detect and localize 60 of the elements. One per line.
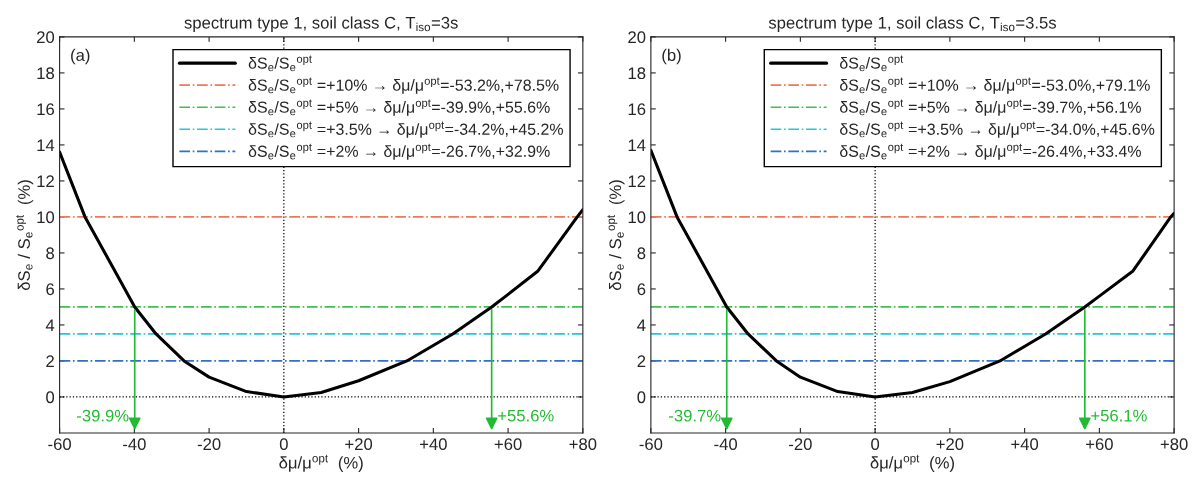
x-tick-label: -60 [639, 438, 663, 451]
y-tick-label: 10 [628, 211, 646, 224]
x-tick-label: -20 [789, 438, 812, 451]
y-tick-label: 20 [628, 31, 646, 44]
y-tick-label: 14 [37, 139, 55, 151]
legend-label: δS$_{e}$/S$_{e}$$^{opt}$ =+5% → δμ/μ$^{opt}$=-39.9%,+55.6% [248, 99, 550, 116]
y-tick-label: 14 [628, 139, 646, 151]
legend-label: δS$_{e}$/S$_{e}$$^{opt}$ =+3.5% → δμ/μ$^{opt}$=-34.2%,+45.2% [248, 121, 564, 138]
y-tick-label: 20 [37, 31, 55, 44]
x-axis-title: δμ/μ$^{opt}$ (%) [279, 454, 363, 472]
legend-label: δS$_{e}$/S$_{e}$$^{opt}$ =+2% → δμ/μ$^{opt}$=-26.4%,+33.4% [840, 143, 1141, 160]
y-tick-label: 8 [637, 247, 646, 260]
y-tick-label: 0 [46, 391, 55, 404]
annotation: -39.7% [669, 409, 721, 422]
legend-label: δS$_{e}$/S$_{e}$$^{opt}$ =+10% → δμ/μ$^{opt}$=-53.2%,+78.5% [248, 77, 559, 94]
annotation: (b) [662, 48, 681, 65]
x-tick-label: -60 [48, 438, 71, 451]
x-tick-label: +20 [936, 438, 964, 451]
x-tick-label: +60 [1086, 438, 1113, 451]
legend-label: δS$_{e}$/S$_{e}$$^{opt}$ =+10% → δμ/μ$^{opt}$=-53.0%,+79.1% [840, 77, 1150, 94]
legend-label: δS$_{e}$/S$_{e}$$^{opt}$ [840, 55, 904, 72]
y-tick-label: 18 [37, 67, 55, 80]
y-tick-label: 12 [37, 175, 54, 187]
y-axis-title: δS$_{e}$ / S$_{e}$$^{opt}$ (%) [607, 180, 625, 291]
y-tick-label: 6 [637, 283, 646, 296]
y-tick-label: 2 [46, 355, 54, 367]
legend-label: δS$_{e}$/S$_{e}$$^{opt}$ =+3.5% → δμ/μ$^{opt}$=-34.0%,+45.6% [840, 121, 1155, 138]
y-tick-label: 16 [37, 103, 55, 116]
y-tick-label: 2 [637, 355, 646, 367]
annotation: +55.6% [498, 409, 554, 422]
x-tick-label: +20 [345, 438, 373, 451]
y-tick-label: 10 [37, 211, 55, 224]
x-tick-label: -40 [714, 438, 738, 451]
annotation: (a) [71, 48, 90, 65]
x-tick-label: +80 [569, 438, 597, 451]
x-tick-label: +40 [420, 438, 447, 451]
legend-label: δS$_{e}$/S$_{e}$$^{opt}$ [248, 55, 312, 72]
y-tick-label: 4 [637, 319, 646, 331]
y-tick-label: 18 [628, 67, 646, 80]
y-axis-title: δS$_{e}$ / S$_{e}$$^{opt}$ (%) [16, 180, 34, 291]
legend-label: δS$_{e}$/S$_{e}$$^{opt}$ =+2% → δμ/μ$^{opt}$=-26.7%,+32.9% [248, 143, 550, 160]
chart-title: spectrum type 1, soil class C, T$_{iso}$=3.5s [768, 16, 1057, 32]
x-tick-label: -40 [123, 438, 146, 451]
annotation: -39.9% [77, 409, 129, 422]
x-tick-label: -20 [197, 438, 221, 451]
x-axis-title: δμ/μ$^{opt}$ (%) [870, 454, 954, 472]
annotation: +56.1% [1091, 409, 1147, 422]
x-tick-label: +80 [1160, 438, 1188, 451]
legend-label: δS$_{e}$/S$_{e}$$^{opt}$ =+5% → δμ/μ$^{opt}$=-39.7%,+56.1% [840, 99, 1141, 116]
x-tick-label: +40 [1011, 438, 1039, 451]
chart-title: spectrum type 1, soil class C, T$_{iso}$=3s [184, 16, 458, 32]
x-tick-label: 0 [279, 438, 288, 451]
y-tick-label: 12 [628, 175, 646, 187]
x-tick-label: +60 [494, 438, 522, 451]
x-tick-label: 0 [871, 438, 880, 451]
y-tick-label: 6 [46, 283, 55, 296]
y-tick-label: 16 [628, 103, 646, 116]
y-tick-label: 0 [637, 391, 646, 404]
y-tick-label: 8 [46, 247, 55, 260]
y-tick-label: 4 [45, 319, 55, 331]
